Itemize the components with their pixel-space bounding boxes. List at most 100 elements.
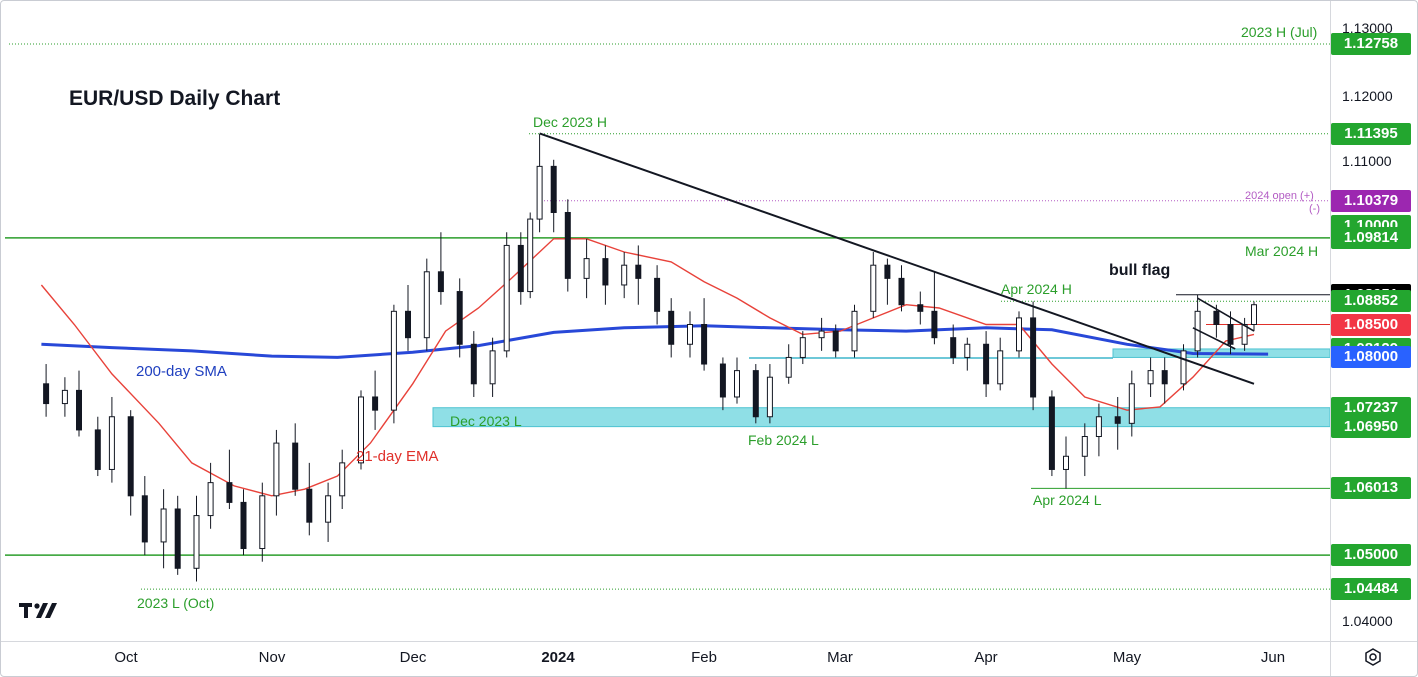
candle-down bbox=[719, 363, 726, 398]
candle-up bbox=[527, 218, 534, 293]
x-axis-label-jun: Jun bbox=[1260, 649, 1286, 666]
candle-down bbox=[226, 482, 233, 503]
candle-up bbox=[259, 495, 266, 550]
candle-down bbox=[701, 324, 708, 365]
candle-up bbox=[1063, 455, 1069, 470]
candle-down bbox=[1161, 370, 1168, 385]
candle-up bbox=[734, 370, 740, 398]
candle-down bbox=[292, 442, 299, 490]
candle-down bbox=[94, 429, 101, 470]
candle-down bbox=[668, 310, 675, 345]
candle-up bbox=[108, 416, 115, 470]
chart-title: EUR/USD Daily Chart bbox=[69, 87, 281, 110]
candle-down bbox=[1227, 324, 1234, 345]
candle-down bbox=[983, 343, 990, 385]
candle-up bbox=[193, 515, 200, 569]
candle-down bbox=[456, 291, 463, 345]
candle-down bbox=[127, 416, 134, 497]
candle-up bbox=[273, 442, 280, 497]
bull-flag-line bbox=[1192, 327, 1236, 350]
candle-down bbox=[240, 501, 247, 550]
price-label-1-04484: 1.04484 bbox=[1331, 578, 1411, 600]
candle-down bbox=[832, 330, 839, 352]
settings-gear-icon[interactable] bbox=[1363, 647, 1383, 667]
candle-up bbox=[997, 350, 1004, 385]
label-dec-2023-l: Dec 2023 L bbox=[450, 413, 522, 429]
label-21-day-ema: 21-day EMA bbox=[356, 448, 439, 465]
price-label-1-07237: 1.07237 bbox=[1331, 397, 1411, 419]
price-label-1-08852: 1.08852 bbox=[1331, 290, 1411, 312]
candle-down bbox=[950, 337, 957, 358]
label-200-day-sma: 200-day SMA bbox=[136, 363, 227, 380]
candle-down bbox=[1030, 317, 1037, 398]
tradingview-logo-icon[interactable] bbox=[19, 601, 59, 621]
candle-down bbox=[306, 488, 313, 523]
candle-up bbox=[390, 310, 397, 411]
candle-down bbox=[470, 343, 477, 385]
candle-down bbox=[1114, 416, 1121, 424]
candle-down bbox=[752, 370, 759, 418]
x-axis-label-dec: Dec bbox=[399, 649, 427, 666]
y-tick-label: 1.11000 bbox=[1342, 153, 1392, 169]
candle-up bbox=[964, 343, 971, 358]
price-label-1-10379: 1.10379 bbox=[1331, 190, 1411, 212]
candle-up bbox=[785, 356, 792, 378]
x-axis-label-may: May bbox=[1112, 649, 1142, 666]
candle-down bbox=[654, 277, 661, 312]
candle-up bbox=[1251, 304, 1257, 326]
candle-up bbox=[766, 376, 773, 418]
candle-up bbox=[503, 244, 510, 352]
label-2023-h-jul: 2023 H (Jul) bbox=[1241, 24, 1318, 40]
label-apr-2024-h: Apr 2024 H bbox=[1001, 281, 1072, 297]
candle-up bbox=[687, 324, 693, 345]
candle-up bbox=[1147, 370, 1154, 385]
candle-up bbox=[61, 389, 68, 405]
y-tick-label: 1.04000 bbox=[1342, 613, 1393, 629]
candle-up bbox=[1128, 383, 1135, 424]
candle-up bbox=[1081, 436, 1088, 457]
candle-down bbox=[372, 396, 379, 411]
price-label-1-08000: 1.08000 bbox=[1331, 346, 1411, 368]
label-dec-2023-h: Dec 2023 H bbox=[533, 114, 607, 130]
x-axis-label-feb: Feb bbox=[691, 649, 717, 666]
label-2024-open-minus: (-) bbox=[1309, 203, 1320, 215]
candle-down bbox=[917, 304, 924, 312]
candle-up bbox=[1180, 350, 1187, 385]
candle-down bbox=[884, 264, 891, 279]
candle-up bbox=[1095, 416, 1102, 438]
price-label-1-06013: 1.06013 bbox=[1331, 477, 1411, 499]
label-mar-2024-h: Mar 2024 H bbox=[1245, 243, 1319, 259]
candle-down bbox=[405, 310, 411, 339]
candle-up bbox=[870, 264, 877, 312]
candle-down bbox=[635, 264, 642, 279]
ema-21-line bbox=[40, 238, 1255, 497]
candle-up bbox=[423, 271, 430, 339]
label-2024-open-plus: 2024 open (+) bbox=[1245, 190, 1314, 202]
candle-up bbox=[1016, 317, 1022, 352]
candle-up bbox=[1241, 324, 1248, 345]
candle-up bbox=[583, 258, 590, 279]
candle-down bbox=[602, 258, 609, 286]
candle-down bbox=[517, 244, 524, 293]
x-axis-label-apr: Apr bbox=[974, 649, 998, 666]
support-zone-dec-2023-l bbox=[432, 407, 1331, 428]
candle-down bbox=[1048, 396, 1055, 470]
candle-up bbox=[851, 310, 858, 352]
candle-up bbox=[621, 264, 628, 286]
candle-up bbox=[160, 508, 167, 543]
price-label-1-12758: 1.12758 bbox=[1331, 33, 1411, 55]
x-axis-label-mar: Mar bbox=[827, 649, 853, 666]
label-feb-2024-l: Feb 2024 L bbox=[748, 432, 819, 448]
candle-down bbox=[76, 389, 82, 431]
label-bull-flag: bull flag bbox=[1109, 262, 1171, 279]
candle-up bbox=[799, 337, 806, 358]
candle-up bbox=[358, 396, 364, 464]
candle-down bbox=[141, 495, 148, 543]
candle-down bbox=[43, 383, 50, 405]
bull-flag-line bbox=[1197, 297, 1255, 332]
candle-up bbox=[489, 350, 496, 385]
candle-down bbox=[898, 277, 905, 306]
price-label-1-11395: 1.11395 bbox=[1331, 123, 1411, 145]
candle-down bbox=[564, 211, 571, 279]
